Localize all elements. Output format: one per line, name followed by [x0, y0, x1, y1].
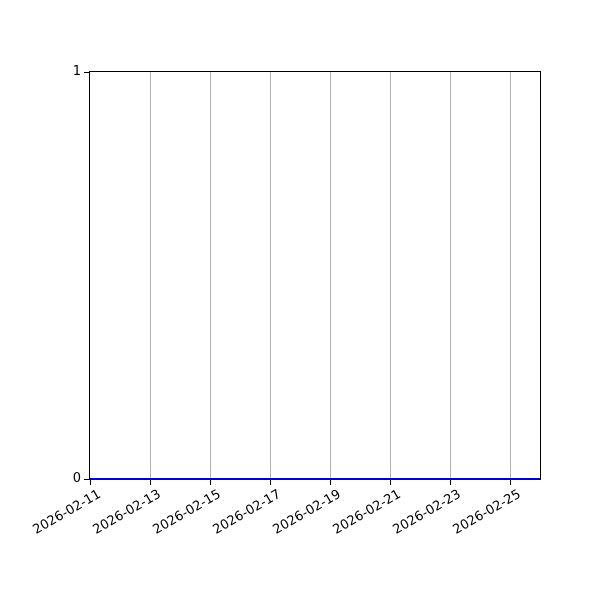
gridline: [269, 72, 271, 479]
x-tick-mark: [149, 480, 151, 485]
x-tick-mark: [389, 480, 391, 485]
x-tick-mark: [329, 480, 331, 485]
y-tick-label: 0: [72, 471, 81, 486]
x-tick-label: 2026-02-15: [150, 487, 224, 538]
gridline: [329, 72, 331, 479]
gridline: [389, 72, 391, 479]
gridline: [149, 72, 151, 479]
x-tick-label: 2026-02-25: [450, 487, 524, 538]
x-tick-mark: [89, 480, 91, 485]
y-tick-label: 1: [72, 64, 81, 79]
series-layer: [90, 478, 540, 480]
gridline: [509, 72, 511, 479]
x-tick-mark: [509, 480, 511, 485]
gridline: [209, 72, 211, 479]
x-tick-label: 2026-02-17: [210, 487, 284, 538]
x-tick-mark: [449, 480, 451, 485]
x-tick-mark: [209, 480, 211, 485]
grid-layer: [90, 72, 540, 479]
x-tick-mark: [269, 480, 271, 485]
x-tick-label: 2026-02-21: [330, 487, 404, 538]
x-tick-label: 2026-02-13: [90, 487, 164, 538]
x-tick-label: 2026-02-19: [270, 487, 344, 538]
x-tick-label: 2026-02-23: [390, 487, 464, 538]
x-tick-label: 2026-02-11: [30, 487, 104, 538]
gridline: [449, 72, 451, 479]
plot-area: [89, 71, 541, 480]
